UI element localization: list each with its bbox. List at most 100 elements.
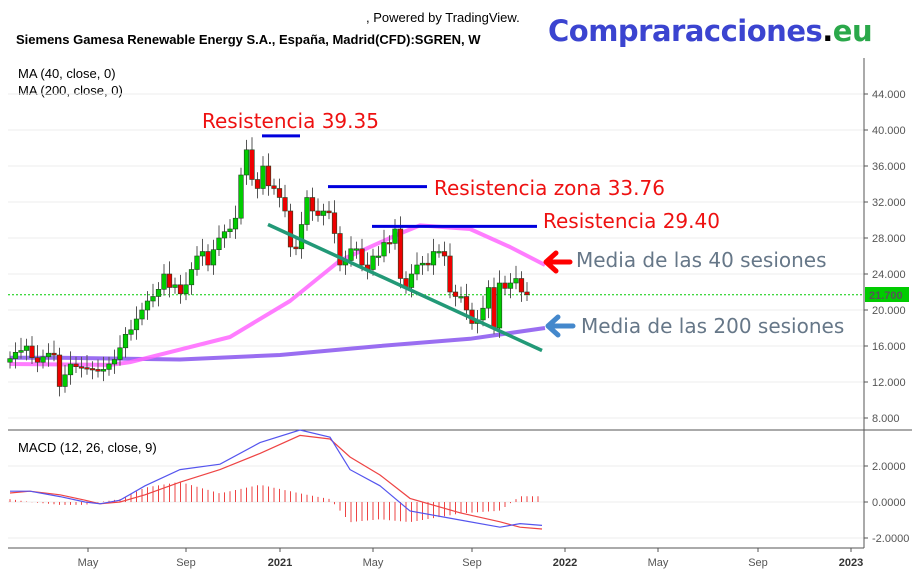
candle-body bbox=[249, 149, 255, 180]
candle-body bbox=[161, 273, 167, 290]
candle-body bbox=[331, 212, 338, 234]
candle-body bbox=[166, 273, 173, 288]
candle-body bbox=[298, 224, 305, 250]
candle-body bbox=[106, 363, 112, 370]
macd-tick-label: -2.0000 bbox=[872, 533, 909, 545]
downtrend-line bbox=[267, 222, 543, 353]
candle-body bbox=[463, 296, 470, 311]
candle-body bbox=[84, 367, 90, 370]
macd-tick-label: 2.0000 bbox=[872, 461, 906, 473]
brand-dot: . bbox=[822, 14, 833, 48]
candle-body bbox=[513, 278, 519, 284]
macd-legend: MACD (12, 26, close, 9) bbox=[18, 440, 157, 455]
candle-body bbox=[12, 351, 19, 359]
chart-title: Siemens Gamesa Renewable Energy S.A., Es… bbox=[16, 32, 481, 47]
candle-body bbox=[265, 165, 272, 187]
candle-body bbox=[67, 363, 74, 376]
ma200-note: Media de las 200 sesiones bbox=[581, 314, 844, 338]
candle-body bbox=[414, 264, 420, 275]
candle-body bbox=[447, 255, 453, 293]
time-tick-label: May bbox=[648, 557, 669, 569]
price-tick-label: 28.000 bbox=[872, 233, 906, 245]
resistance-39-label: Resistencia 39.35 bbox=[202, 109, 379, 133]
candle-body bbox=[419, 262, 426, 266]
price-tick-label: 40.000 bbox=[872, 125, 906, 137]
price-tick-label: 36.000 bbox=[872, 161, 906, 173]
candle-body bbox=[128, 329, 134, 335]
candle-body bbox=[111, 359, 118, 365]
candle-body bbox=[353, 248, 360, 251]
candle-body bbox=[62, 374, 68, 387]
candle-body bbox=[45, 352, 52, 358]
macd-tick-label: 0.0000 bbox=[872, 497, 906, 509]
candle-body bbox=[337, 233, 343, 266]
candle-body bbox=[271, 185, 277, 189]
candle-body bbox=[210, 249, 217, 266]
ma200-line bbox=[10, 326, 546, 362]
candle-body bbox=[304, 197, 310, 225]
price-tick-label: 8.000 bbox=[872, 413, 900, 425]
candle-body bbox=[122, 333, 129, 349]
candle-body bbox=[238, 174, 244, 219]
candle-body bbox=[480, 307, 486, 321]
candle-body bbox=[144, 300, 151, 311]
candle-body bbox=[430, 251, 437, 266]
candle-body bbox=[227, 228, 233, 233]
candle-body bbox=[34, 357, 41, 363]
red-arrow-icon bbox=[543, 250, 573, 274]
candle-body bbox=[397, 228, 404, 279]
last-price-badge bbox=[865, 287, 909, 302]
candle-body bbox=[243, 149, 250, 176]
candle-body bbox=[315, 210, 321, 216]
time-tick-label: May bbox=[78, 557, 99, 569]
brand-logo: Compraracciones.eu bbox=[548, 14, 873, 48]
candle-body bbox=[56, 354, 63, 387]
candle-body bbox=[524, 291, 530, 296]
candle-body bbox=[441, 251, 448, 257]
candle-body bbox=[95, 369, 101, 372]
candle-body bbox=[221, 231, 228, 239]
price-tick-label: 44.000 bbox=[872, 89, 906, 101]
macd-line bbox=[10, 429, 543, 528]
candle-body bbox=[425, 262, 431, 266]
price-tick-label: 12.000 bbox=[872, 377, 906, 389]
candle-body bbox=[282, 197, 288, 212]
candle-body bbox=[320, 210, 327, 216]
candle-body bbox=[150, 296, 156, 302]
resistance-33-label: Resistencia zona 33.76 bbox=[434, 176, 665, 200]
resistance-29-label: Resistencia 29.40 bbox=[543, 209, 720, 233]
candle-body bbox=[51, 352, 57, 356]
candle-body bbox=[155, 288, 162, 297]
candle-body bbox=[381, 242, 387, 257]
candle-body bbox=[326, 210, 332, 214]
candle-body bbox=[29, 345, 35, 358]
price-tick-label: 32.000 bbox=[872, 197, 906, 209]
candle-body bbox=[7, 358, 13, 363]
candle-body bbox=[359, 248, 365, 266]
brand-name: Compraracciones bbox=[548, 14, 823, 48]
price-tick-label: 20.000 bbox=[872, 305, 906, 317]
candle-body bbox=[18, 350, 24, 353]
candle-body bbox=[370, 255, 376, 270]
candle-body bbox=[188, 269, 195, 286]
candle-body bbox=[507, 282, 514, 289]
candle-body bbox=[392, 228, 398, 244]
candle-body bbox=[199, 251, 206, 257]
time-tick-label: Sep bbox=[748, 557, 768, 569]
ma40-note: Media de las 40 sesiones bbox=[576, 248, 827, 272]
candle-body bbox=[89, 368, 96, 371]
last-price-value: 21.700 bbox=[869, 290, 903, 302]
candle-body bbox=[177, 284, 184, 295]
macd-signal-line bbox=[9, 434, 543, 530]
candle-body bbox=[309, 197, 316, 212]
candle-body bbox=[172, 284, 178, 288]
time-tick-label: Sep bbox=[176, 557, 196, 569]
candle-body bbox=[139, 309, 145, 320]
candle-body bbox=[254, 179, 261, 189]
candle-body bbox=[408, 273, 415, 288]
candle-body bbox=[502, 282, 508, 289]
candle-body bbox=[485, 287, 492, 309]
candle-body bbox=[518, 278, 525, 293]
ma40-legend: MA (40, close, 0) bbox=[18, 66, 116, 81]
